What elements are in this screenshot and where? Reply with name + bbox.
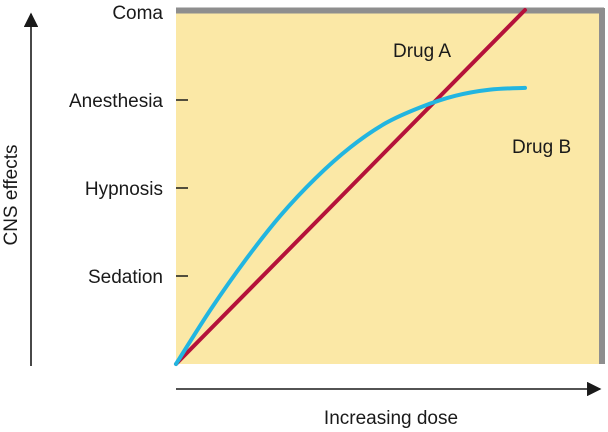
series-lines: Drug A Drug B (174, 8, 571, 366)
series-line-drug-a (174, 8, 527, 366)
series-line-drug-b (174, 85, 527, 366)
plot-frame (176, 7, 605, 364)
x-axis-title: Increasing dose (324, 408, 458, 429)
y-ticks: Sedation Hypnosis Anesthesia Coma (69, 3, 188, 288)
axes (23, 12, 602, 397)
y-tick-label-anesthesia: Anesthesia (69, 91, 163, 112)
y-tick-label-coma: Coma (112, 3, 163, 24)
series-label-drug-b: Drug B (512, 137, 571, 158)
series-label-drug-a: Drug A (393, 41, 451, 62)
plot-background (176, 8, 601, 364)
y-tick-label-hypnosis: Hypnosis (85, 179, 163, 200)
y-tick-label-sedation: Sedation (88, 267, 163, 288)
y-axis-title: CNS effects (1, 144, 22, 245)
